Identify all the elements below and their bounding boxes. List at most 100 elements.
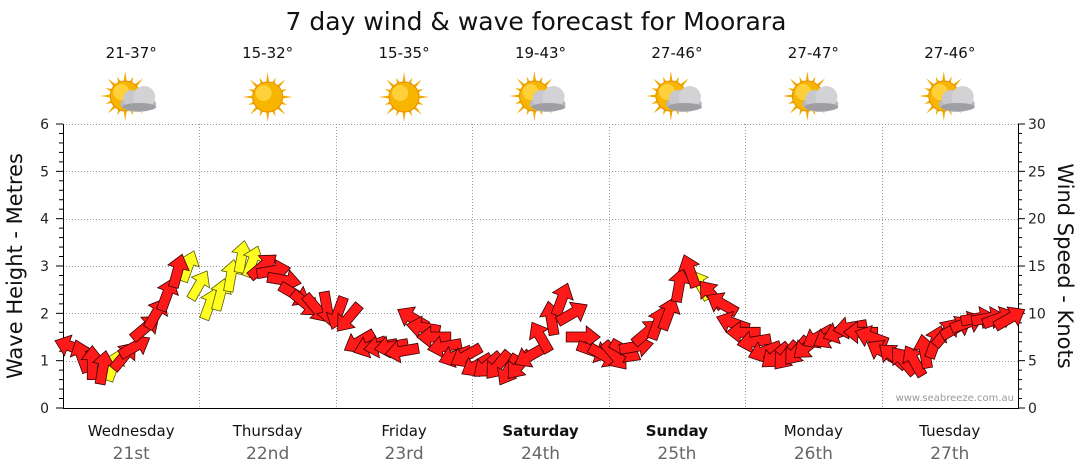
left-tick-label: 0: [40, 401, 49, 417]
day-name-label: Saturday: [502, 422, 579, 440]
cloud-part: [133, 86, 156, 108]
sun-ray: [805, 109, 810, 121]
right-tick-label: 5: [1028, 354, 1037, 370]
day-name-label: Thursday: [232, 422, 303, 440]
left-axis-ticks: 0 1 2 3 4 5 6: [40, 117, 63, 417]
sunny-icon: [242, 72, 293, 122]
day-name-label: Wednesday: [88, 422, 175, 440]
sun-ray: [265, 110, 270, 122]
day-date-label: 23rd: [385, 444, 424, 464]
wind-arrow: [337, 301, 364, 332]
cloud-shape: [802, 86, 839, 112]
sun-ray: [265, 72, 270, 84]
wind-arrow-series: [54, 253, 1026, 386]
sun-ray: [100, 94, 112, 98]
day-temperature: 27-46°: [651, 44, 702, 62]
sun-ray: [669, 109, 673, 121]
cloud-shape: [938, 86, 975, 112]
credit-text: www.seabreeze.com.au: [896, 393, 1014, 404]
cloud-shape: [120, 86, 157, 112]
wind-arrow: [668, 267, 692, 303]
wind-arrow: [554, 301, 588, 327]
sun-ray: [402, 110, 406, 122]
sun-ray: [532, 71, 537, 83]
day-temperature: 27-46°: [924, 44, 975, 62]
wind-arrow: [384, 340, 420, 364]
sun-ray: [782, 94, 794, 98]
left-tick-label: 2: [40, 306, 49, 322]
sun-ray: [532, 109, 537, 121]
wind-arrow: [902, 345, 928, 379]
right-tick-label: 20: [1028, 212, 1046, 228]
sun-ray: [281, 95, 293, 99]
cloud-part: [678, 86, 701, 108]
wind-arrow: [992, 306, 1026, 332]
cloud-part: [531, 103, 566, 111]
day-temperature: 21-37°: [106, 44, 157, 62]
wave-arrow: [241, 245, 264, 279]
cloud-shape: [665, 86, 702, 112]
left-tick-label: 6: [40, 117, 49, 133]
sun-ray: [242, 95, 254, 99]
sun-ray: [417, 95, 430, 99]
sun-ray: [123, 109, 127, 121]
sun-rays: [242, 72, 293, 122]
wind-arrow: [677, 254, 701, 289]
day-name-label: Monday: [784, 422, 843, 440]
left-tick-label: 4: [40, 212, 49, 228]
cloud-shape: [529, 86, 566, 112]
day-name-label: Friday: [381, 422, 427, 440]
day-date-label: 21st: [113, 444, 150, 464]
day-temperature: 27-47°: [788, 44, 839, 62]
right-tick-label: 15: [1028, 259, 1046, 275]
right-tick-label: 10: [1028, 306, 1046, 322]
day-date-label: 25th: [657, 444, 696, 464]
sun-ray: [805, 71, 810, 83]
wind-arrow: [657, 296, 681, 332]
wave-arrow: [186, 270, 211, 302]
wind-arrow: [550, 282, 574, 318]
sun-ray: [379, 95, 391, 99]
partly-cloudy-icon: [509, 71, 566, 121]
day-temperature: 15-32°: [242, 44, 293, 62]
sun-ray: [942, 109, 946, 121]
wind-arrow: [528, 321, 554, 355]
cloud-part: [940, 103, 975, 111]
plot-grid: [63, 124, 1018, 408]
day-date-label: 22nd: [246, 444, 289, 464]
sun-ray: [942, 71, 946, 83]
day-name-label: Tuesday: [918, 422, 980, 440]
sun-ray: [402, 72, 406, 84]
left-tick-label: 1: [40, 354, 49, 370]
right-axis-ticks: 0 5 10 15 20 25 30: [1018, 117, 1046, 417]
day-labels: Wednesday 21st Thursday 22nd Friday 23rd Satur…: [88, 422, 981, 464]
sun-highlight: [255, 85, 272, 101]
cloud-part: [951, 86, 974, 108]
cloud-part: [667, 103, 702, 111]
wind-arrow: [69, 339, 93, 375]
cloud-part: [804, 103, 839, 111]
sun-ray: [123, 71, 127, 83]
sun-ray: [918, 94, 930, 98]
cloud-part: [815, 86, 838, 108]
sun-ray: [645, 94, 658, 98]
day-date-label: 24th: [521, 444, 560, 464]
left-tick-label: 5: [40, 164, 49, 180]
weather-row: 21-37° 15-32° 15-35° 19-43° 27-46° 27-47° 27-4…: [100, 44, 975, 122]
left-tick-label: 3: [40, 259, 49, 275]
right-tick-label: 30: [1028, 117, 1046, 133]
partly-cloudy-icon: [645, 71, 702, 121]
right-tick-label: 25: [1028, 164, 1046, 180]
right-tick-label: 0: [1028, 401, 1037, 417]
day-date-label: 27th: [930, 444, 969, 464]
sunny-icon: [379, 72, 430, 122]
day-temperature: 15-35°: [379, 44, 430, 62]
sun-highlight: [392, 85, 409, 101]
right-axis-title: Wind Speed - Knots: [1053, 163, 1077, 368]
partly-cloudy-icon: [918, 71, 975, 121]
day-temperature: 19-43°: [515, 44, 566, 62]
cloud-part: [542, 86, 565, 108]
cloud-part: [122, 103, 157, 111]
sun-ray: [509, 94, 521, 98]
left-axis-title: Wave Height - Metres: [3, 153, 27, 379]
